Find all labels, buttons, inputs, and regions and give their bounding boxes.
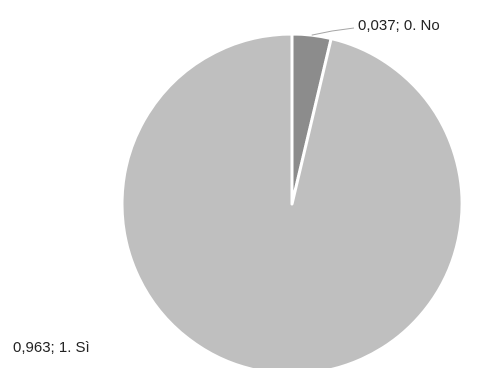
slice-label-no: 0,037; 0. No: [358, 17, 440, 34]
leader-line-no: [311, 27, 355, 36]
pie-slices: [120, 32, 464, 373]
slice-label-si: 0,963; 1. Sì: [13, 339, 90, 356]
pie-slice-si: [120, 32, 464, 373]
pie-leader-lines: [311, 27, 355, 36]
